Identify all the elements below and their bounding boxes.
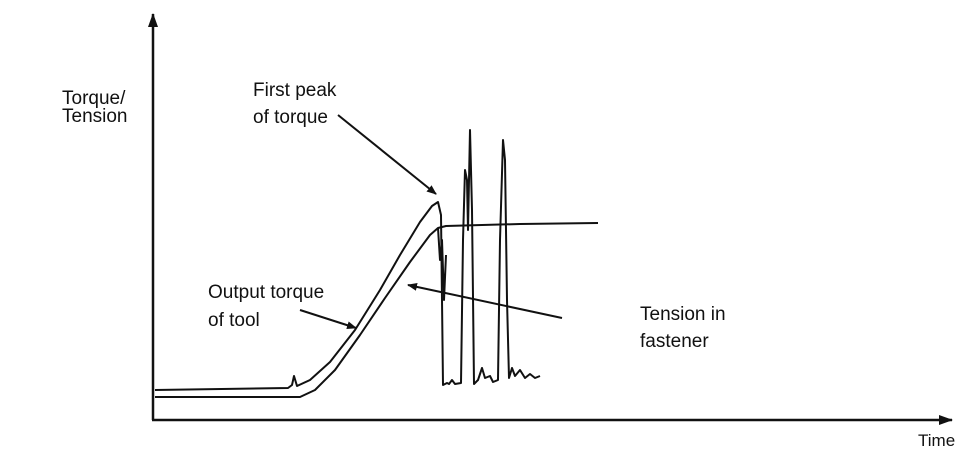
arrow [337,114,437,195]
annotation: Output torque [208,282,324,303]
y-axis-label: Torque/ [62,88,126,109]
tension-curve [155,222,599,398]
arrow [407,282,563,319]
tension-oscillation [437,227,447,301]
arrow [299,309,357,330]
annotation: of torque [253,107,328,128]
annotation: fastener [640,331,709,352]
x-axis-label: Time [918,431,955,450]
annotation: Tension in [640,304,726,325]
annotation: of tool [208,310,260,331]
y-axis-label: Tension [62,106,128,127]
torque-curve [154,129,541,391]
annotation: First peak [253,80,337,101]
